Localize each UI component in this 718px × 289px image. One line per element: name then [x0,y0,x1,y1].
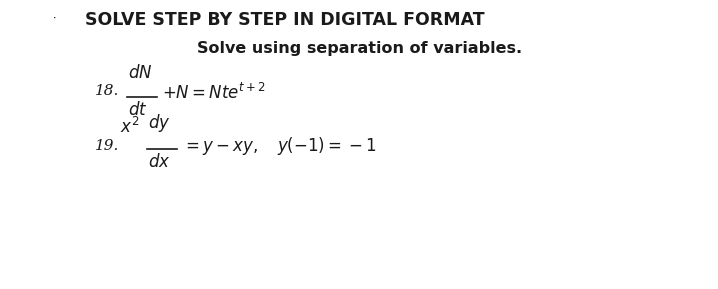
Text: $= y - xy, \quad y(-1) = -1$: $= y - xy, \quad y(-1) = -1$ [182,135,376,157]
Text: $+N = Nte^{t+2}$: $+N = Nte^{t+2}$ [162,83,266,103]
Text: Solve using separation of variables.: Solve using separation of variables. [197,41,523,56]
Text: 18.: 18. [95,84,119,98]
Text: $dN$: $dN$ [128,64,152,82]
Text: SOLVE STEP BY STEP IN DIGITAL FORMAT: SOLVE STEP BY STEP IN DIGITAL FORMAT [85,11,485,29]
Text: $dx$: $dx$ [148,153,171,171]
Text: 19.: 19. [95,139,119,153]
Text: $dy$: $dy$ [148,112,171,134]
Text: $dt$: $dt$ [128,101,148,119]
Text: $x^2$: $x^2$ [120,117,139,137]
Text: ·: · [53,14,57,24]
